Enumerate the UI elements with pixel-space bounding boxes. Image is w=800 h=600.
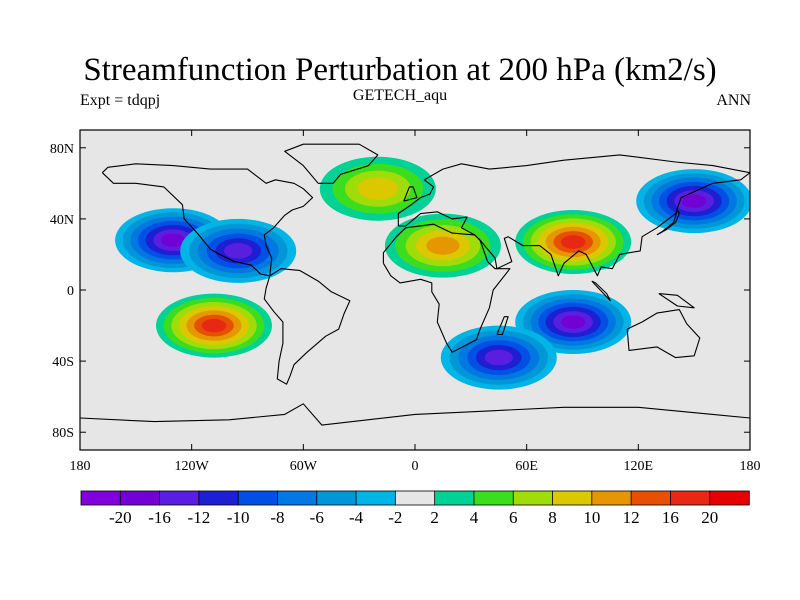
colorbar-swatch xyxy=(80,490,121,506)
colorbar-swatch xyxy=(355,490,397,506)
colorbar-swatch xyxy=(394,490,436,506)
coastline-0 xyxy=(101,163,314,277)
coastline-10 xyxy=(591,280,611,302)
colorbar-label: 20 xyxy=(701,508,718,527)
colorbar-label: -10 xyxy=(227,508,250,527)
colorbar-swatch xyxy=(670,490,711,506)
colorbar-label: 16 xyxy=(662,508,679,527)
colorbar-label: 2 xyxy=(430,508,439,527)
axis-ticks: 180 120W 60W 0 60E 120E 180 80N 40N 0 40S 80S xyxy=(50,130,761,474)
contour-band xyxy=(224,243,253,259)
colorbar-swatch xyxy=(237,490,279,506)
colorbar-label: -2 xyxy=(388,508,402,527)
coastline-7 xyxy=(496,316,509,335)
coastline-2 xyxy=(284,143,379,184)
x-tick-label: 60W xyxy=(290,459,318,474)
x-tick-label: 180 xyxy=(740,459,761,474)
colorbar-label: -6 xyxy=(310,508,324,527)
colorbar-swatch xyxy=(512,490,554,506)
colorbar-swatch xyxy=(473,490,514,506)
colorbar-label: 8 xyxy=(548,508,557,527)
y-tick-label: 40N xyxy=(50,213,74,228)
colorbar-label: -8 xyxy=(270,508,284,527)
colorbar-swatch xyxy=(709,490,750,506)
coastline-9 xyxy=(403,186,418,202)
colorbar-label: 4 xyxy=(470,508,479,527)
coastline-6 xyxy=(80,403,750,426)
colorbar-label: -12 xyxy=(188,508,211,527)
y-tick-label: 0 xyxy=(67,284,74,299)
x-tick-label: 0 xyxy=(412,459,419,474)
chart-subtitle: GETECH_aqu xyxy=(352,87,448,104)
colorbar-label: 10 xyxy=(583,508,600,527)
contour-band xyxy=(682,194,707,208)
coastlines xyxy=(80,143,750,426)
colorbar-label: -4 xyxy=(349,508,364,527)
season-label: ANN xyxy=(716,92,751,109)
colorbar-label: -16 xyxy=(148,508,171,527)
colorbar-swatch xyxy=(159,490,200,506)
coastline-8 xyxy=(656,209,680,236)
x-tick-label: 120W xyxy=(175,459,210,474)
x-tick-label: 180 xyxy=(70,459,91,474)
coastline-1 xyxy=(263,268,351,385)
contour-band xyxy=(160,233,186,247)
coastline-5 xyxy=(626,309,701,359)
colorbar-swatch xyxy=(630,490,672,506)
north-atlantic-high-contours xyxy=(319,156,436,221)
colorbar-swatch xyxy=(591,490,632,506)
y-tick-label: 80S xyxy=(52,426,74,441)
asia-high-contours xyxy=(515,210,632,274)
south-atlantic-low-contours xyxy=(440,325,557,390)
colorbar: -20 -16 -12 -10 -8 -6 -4 -2 2 4 6 8 10 12 16 20 xyxy=(80,490,750,527)
colorbar-swatch xyxy=(434,490,475,506)
coastline-4 xyxy=(382,223,511,353)
y-tick-label: 40S xyxy=(52,355,74,370)
contour-band xyxy=(201,318,227,333)
colorbar-swatch xyxy=(552,490,593,506)
colorbar-label: 12 xyxy=(623,508,640,527)
contour-band xyxy=(484,349,513,366)
colorbar-label: 6 xyxy=(509,508,518,527)
y-tick-label: 80N xyxy=(50,142,74,157)
coastline-11 xyxy=(658,293,695,309)
contour-band xyxy=(561,235,586,249)
colorbar-swatch xyxy=(198,490,239,506)
x-tick-label: 60E xyxy=(515,459,538,474)
europe-high-contours xyxy=(384,213,501,278)
streamfunction-contours xyxy=(115,156,750,390)
pacific-north-low-contours xyxy=(636,169,750,234)
x-tick-label: 120E xyxy=(624,459,654,474)
chart-title: Streamfunction Perturbation at 200 hPa (… xyxy=(83,52,717,88)
colorbar-swatch xyxy=(119,490,161,506)
colorbar-swatch xyxy=(316,490,357,506)
colorbar-swatch xyxy=(277,490,318,506)
contour-band xyxy=(357,177,398,200)
contour-band xyxy=(426,236,460,255)
south-pacific-high-contours xyxy=(156,293,272,358)
experiment-label: Expt = tdqpj xyxy=(80,92,161,109)
colorbar-label: -20 xyxy=(109,508,132,527)
north-atlantic-low-contours xyxy=(180,218,297,283)
contour-band xyxy=(561,315,586,329)
